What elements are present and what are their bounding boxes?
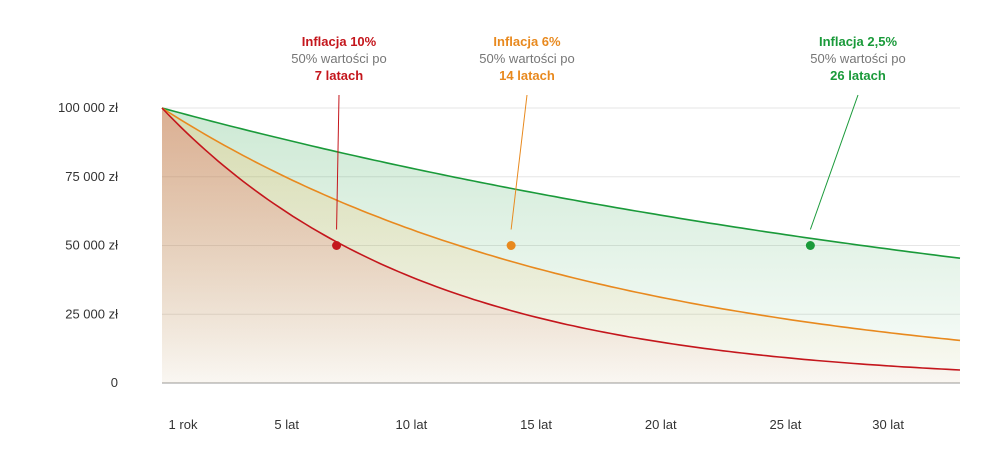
- annotation-value: 26 latach: [830, 68, 886, 83]
- annotation-title: Inflacja 6%: [493, 34, 561, 49]
- series-line: [161, 107, 961, 259]
- x-tick-label: 15 lat: [520, 417, 552, 432]
- half-value-point: [506, 241, 516, 250]
- annotation-title: Inflacja 2,5%: [819, 34, 897, 49]
- annotations: Inflacja 2,5% 50% wartości po 26 latach Inf…: [291, 34, 906, 250]
- annotation-value: 7 latach: [315, 68, 363, 83]
- series-area: [162, 108, 960, 383]
- y-tick-label: 75 000 zł: [65, 169, 118, 184]
- x-tick-label: 10 lat: [395, 417, 427, 432]
- annotation-title: Inflacja 10%: [302, 34, 377, 49]
- annotation-leader: [336, 94, 340, 230]
- y-tick-label: 50 000 zł: [65, 238, 118, 253]
- annotation-subtitle: 50% wartości po: [810, 51, 905, 66]
- annotation-subtitle: 50% wartości po: [291, 51, 386, 66]
- x-tick-label: 5 lat: [274, 417, 299, 432]
- series-lines: [161, 107, 961, 371]
- x-tick-label: 1 rok: [169, 417, 198, 432]
- annotation-leader: [809, 94, 859, 230]
- series-line: [161, 107, 961, 342]
- y-tick-label: 25 000 zł: [65, 306, 118, 321]
- annotation-value: 14 latach: [499, 68, 555, 83]
- half-value-point: [332, 241, 342, 250]
- series-line: [161, 107, 961, 371]
- half-value-point: [805, 241, 815, 250]
- y-tick-label: 100 000 zł: [58, 100, 118, 115]
- x-tick-label: 30 lat: [872, 417, 904, 432]
- x-tick-label: 25 lat: [770, 417, 802, 432]
- annotation-subtitle: 50% wartości po: [479, 51, 574, 66]
- annotation-leader: [510, 94, 528, 230]
- y-axis: 0 25 000 zł 50 000 zł 75 000 zł 100 000 zł: [58, 100, 118, 390]
- x-axis: 1 rok 5 lat 10 lat 15 lat 20 lat 25 lat 30 lat: [169, 417, 905, 432]
- x-tick-label: 20 lat: [645, 417, 677, 432]
- series-areas: [162, 108, 960, 383]
- y-tick-label: 0: [111, 375, 118, 390]
